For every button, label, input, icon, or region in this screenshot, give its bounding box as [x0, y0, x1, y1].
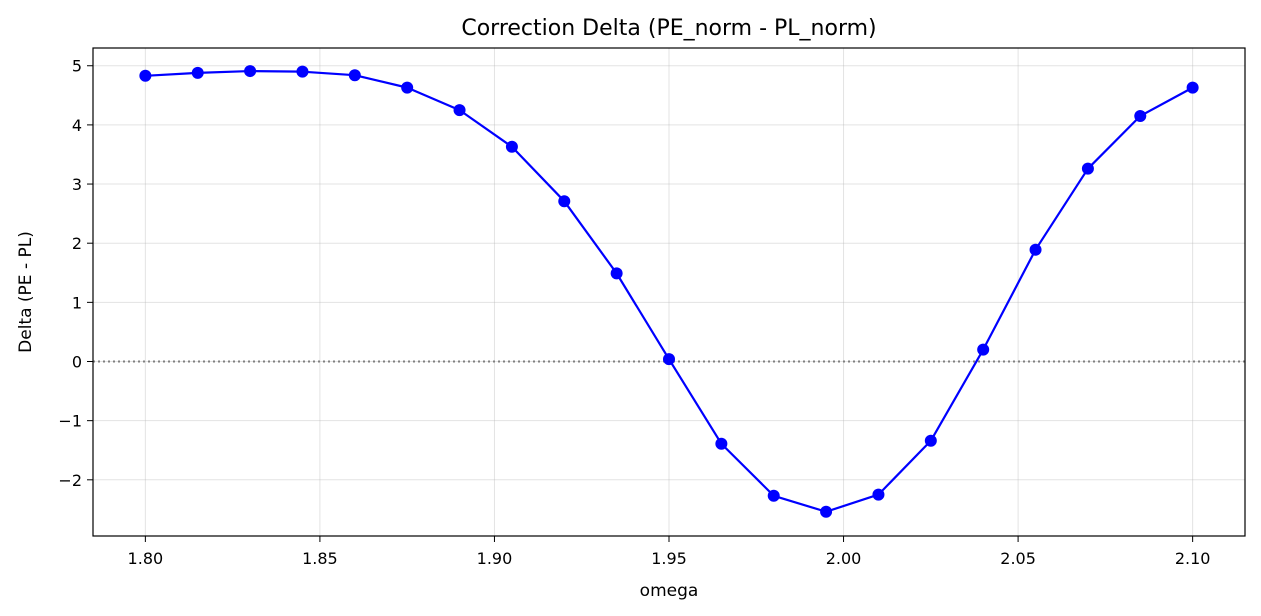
- data-point: [610, 267, 623, 280]
- y-tick-label: 3: [72, 175, 82, 194]
- series-group: [139, 65, 1199, 518]
- data-point: [401, 81, 414, 94]
- data-point: [558, 195, 571, 208]
- y-tick-label: 0: [72, 353, 82, 372]
- data-point: [663, 353, 675, 366]
- data-point: [767, 489, 780, 502]
- y-tick-label: −1: [58, 412, 82, 431]
- y-tick-label: 5: [72, 57, 82, 76]
- x-tick-label: 1.95: [651, 549, 687, 568]
- data-point: [244, 65, 257, 78]
- data-point: [1081, 162, 1094, 175]
- data-point: [139, 69, 152, 82]
- data-point: [820, 505, 833, 518]
- x-tick-label: 1.80: [128, 549, 164, 568]
- data-point: [1134, 110, 1147, 123]
- data-point: [191, 66, 204, 79]
- x-tick-label: 1.90: [477, 549, 513, 568]
- data-point: [453, 104, 466, 117]
- y-tick-label: 2: [72, 234, 82, 253]
- x-axis-label: omega: [640, 581, 699, 601]
- data-point: [872, 488, 885, 501]
- y-tick-label: 1: [72, 293, 82, 312]
- x-axis-ticks: 1.80 1.85 1.90 1.95 2.00 2.05 2.10: [128, 536, 1211, 568]
- y-axis-ticks: −2 −1 0 1 2 3 4 5: [58, 57, 93, 490]
- data-point: [715, 437, 728, 450]
- y-tick-label: 4: [72, 116, 82, 135]
- data-point: [348, 69, 361, 82]
- y-axis-label: Delta (PE - PL): [16, 231, 36, 353]
- y-tick-label: −2: [58, 471, 82, 490]
- x-tick-label: 2.05: [1000, 549, 1036, 568]
- data-point: [1186, 81, 1199, 94]
- data-point: [505, 140, 518, 153]
- x-tick-label: 1.85: [302, 549, 338, 568]
- data-point: [1029, 243, 1042, 256]
- x-tick-label: 2.00: [826, 549, 862, 568]
- chart-title: Correction Delta (PE_norm - PL_norm): [461, 16, 876, 41]
- data-point: [296, 65, 309, 78]
- data-point: [977, 343, 990, 356]
- x-tick-label: 2.10: [1175, 549, 1211, 568]
- data-point: [924, 434, 937, 447]
